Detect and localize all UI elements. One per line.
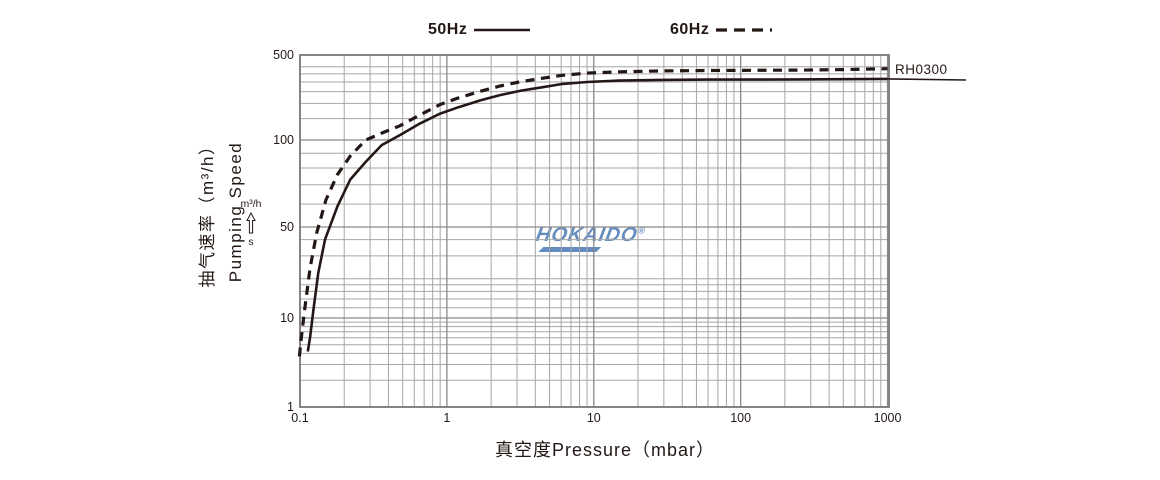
grid-minor-lines xyxy=(300,55,889,407)
curve-50hz xyxy=(306,77,888,352)
plot-border xyxy=(299,54,890,408)
grid-major-lines xyxy=(299,54,889,408)
curve-label-leader-line xyxy=(887,78,967,81)
pump-curves xyxy=(297,67,888,357)
curve-60hz xyxy=(297,67,888,357)
